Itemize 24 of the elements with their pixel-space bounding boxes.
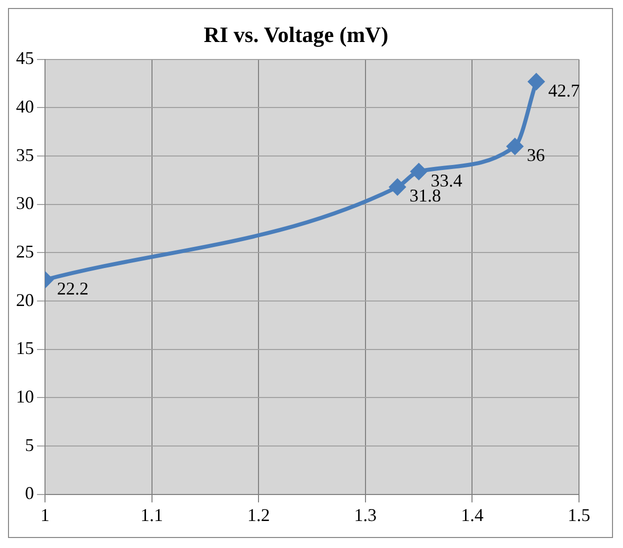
data-label: 42.7 [548,80,580,100]
data-label: 36 [526,145,545,166]
data-label: 22.2 [57,278,88,299]
y-tick-label: 40 [16,96,34,116]
y-tick-label: 30 [16,193,34,214]
point [389,179,406,195]
point [410,164,427,180]
x-tick-label: 1.5 [568,504,590,525]
y-tick-label: 10 [16,386,34,406]
y-tick-label: 0 [25,483,34,504]
y-tick-label: 20 [16,290,34,310]
y-tick-label: 45 [16,48,34,68]
y-tick-label: 15 [16,338,34,358]
y-tick-label: 25 [16,241,34,262]
x-tick-label: 1 [40,504,50,525]
x-tick-label: 1.4 [460,504,484,525]
point [506,138,523,154]
y-tick-label: 35 [16,144,34,165]
y-tick-label: 5 [25,434,34,455]
x-tick-label: 1.2 [247,504,270,525]
chart-title: RI vs. Voltage (mV) [204,22,388,47]
x-tick-label: 1.1 [140,504,164,525]
x-tick-label: 1.3 [354,504,377,525]
point [528,74,544,90]
